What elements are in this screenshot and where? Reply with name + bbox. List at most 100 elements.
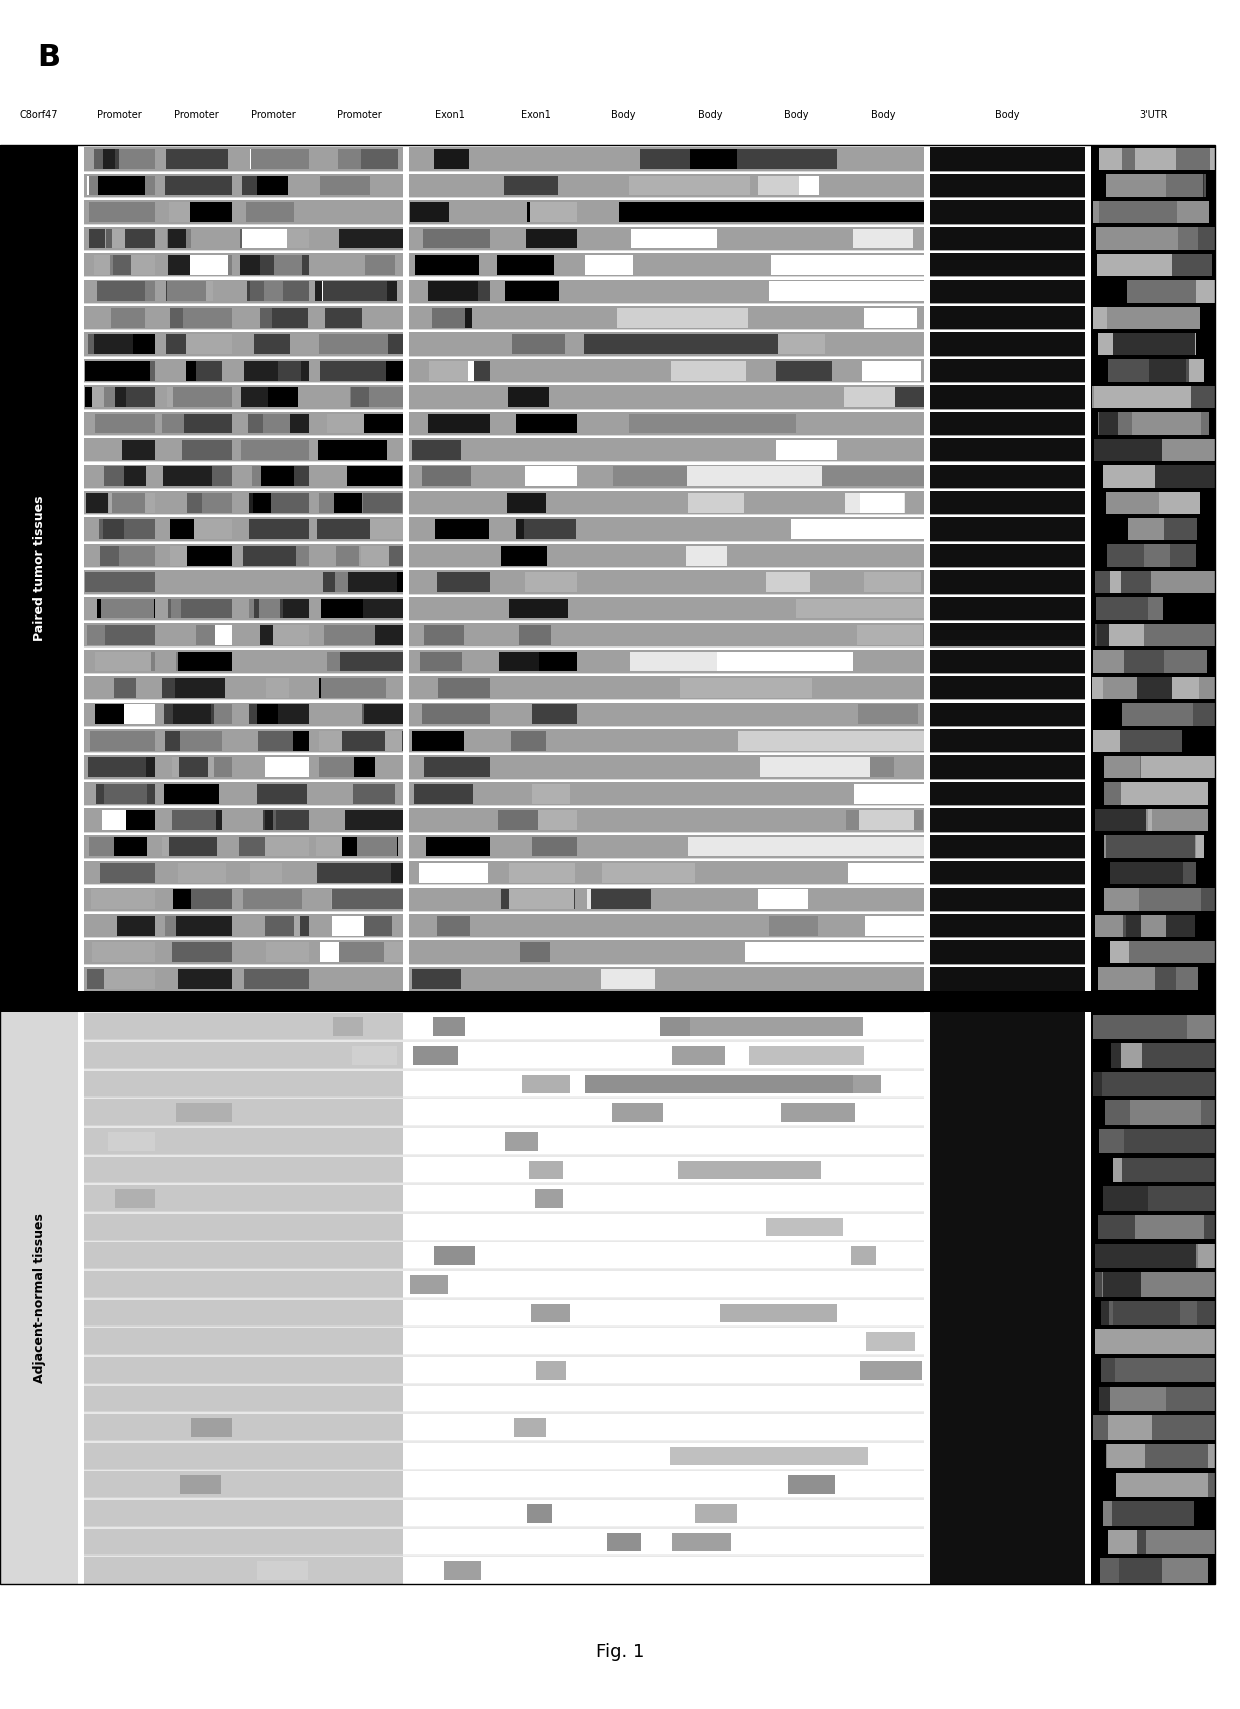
Bar [84, 567, 1085, 571]
Bar [162, 678, 196, 697]
Bar [1110, 1271, 1183, 1297]
Bar [435, 520, 490, 538]
Bar [107, 651, 155, 672]
Bar [191, 889, 232, 909]
Bar [1104, 1186, 1211, 1210]
Bar [181, 176, 202, 195]
Bar [758, 176, 799, 195]
Bar [175, 335, 224, 354]
Bar [257, 388, 281, 407]
Bar [351, 863, 382, 884]
Bar [118, 942, 155, 962]
Bar [247, 202, 277, 222]
Bar [1152, 1473, 1190, 1497]
Bar [84, 1528, 924, 1530]
Bar [125, 229, 155, 248]
Bar [118, 255, 155, 275]
Bar [258, 149, 309, 169]
Bar [1105, 1015, 1215, 1039]
Bar [272, 492, 309, 513]
Bar [351, 573, 403, 591]
Bar [1146, 889, 1215, 911]
Bar [110, 176, 155, 195]
Bar [176, 1104, 232, 1121]
Bar [1146, 1330, 1215, 1354]
Bar [97, 598, 155, 619]
Bar [585, 255, 632, 275]
Bar [503, 176, 558, 195]
Bar [257, 704, 309, 725]
Bar [123, 598, 155, 619]
Bar [84, 1012, 403, 1584]
Bar [1143, 1186, 1184, 1210]
Bar [1137, 1042, 1214, 1068]
Bar [170, 837, 217, 856]
Bar [265, 837, 309, 856]
Bar [1096, 624, 1162, 646]
Bar [112, 282, 145, 301]
Bar [242, 176, 264, 195]
Bar [117, 916, 155, 937]
Bar [1099, 967, 1154, 990]
Bar [167, 255, 201, 275]
Bar [749, 1046, 864, 1065]
Bar [348, 573, 397, 591]
Bar [330, 492, 383, 513]
Bar [170, 545, 191, 566]
Bar [112, 889, 150, 909]
Bar [1109, 1301, 1197, 1324]
Bar [1145, 545, 1169, 567]
Bar [587, 889, 629, 909]
Bar [585, 1075, 853, 1094]
Bar [363, 916, 392, 937]
Bar [176, 916, 232, 937]
Bar [419, 863, 487, 884]
Bar [366, 942, 403, 962]
Bar [1101, 598, 1131, 620]
Bar [1125, 492, 1199, 514]
Bar [510, 889, 574, 909]
Bar [164, 784, 219, 803]
Text: 3'UTR: 3'UTR [1140, 109, 1167, 120]
Bar [113, 255, 131, 275]
Bar [1106, 836, 1195, 858]
Bar [327, 731, 398, 750]
Bar [1121, 1157, 1202, 1183]
Bar [357, 573, 377, 591]
Bar [1094, 730, 1167, 752]
Bar [177, 810, 222, 831]
Bar [1145, 624, 1215, 646]
Bar [243, 889, 301, 909]
Bar [361, 361, 403, 381]
Bar [435, 308, 472, 328]
Bar [365, 625, 403, 644]
Bar [1128, 465, 1169, 487]
Bar [1095, 439, 1162, 461]
Bar [1121, 624, 1153, 646]
Bar [89, 176, 128, 195]
Bar [1120, 1157, 1169, 1183]
Bar [1131, 333, 1195, 355]
Bar [166, 335, 226, 354]
Bar [614, 467, 924, 487]
Bar [114, 414, 149, 434]
Bar [1128, 149, 1215, 171]
Bar [1110, 253, 1207, 277]
Bar [687, 467, 822, 487]
Bar [84, 198, 1085, 200]
Bar [265, 942, 309, 962]
Bar [104, 863, 155, 884]
Bar [84, 913, 1085, 914]
Bar [1147, 1130, 1215, 1154]
Bar [196, 678, 226, 697]
Bar [192, 414, 224, 434]
Bar [362, 704, 403, 725]
Bar [191, 1418, 232, 1437]
Bar [1109, 227, 1198, 250]
Bar [264, 282, 284, 301]
Bar [505, 282, 559, 301]
Bar [339, 229, 403, 248]
Bar [412, 969, 461, 988]
Bar [176, 731, 203, 750]
Bar [444, 573, 490, 591]
